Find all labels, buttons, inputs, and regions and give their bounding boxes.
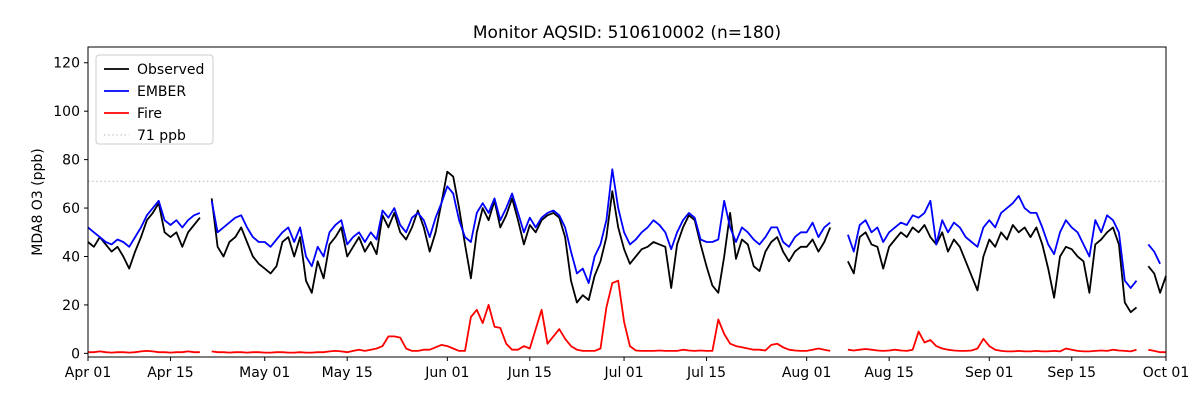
- series-observed: [1147, 265, 1167, 294]
- y-tick-label: 20: [62, 298, 80, 314]
- legend-label-1: Observed: [137, 62, 204, 78]
- series-ember: [847, 194, 1138, 289]
- series-fire: [211, 279, 831, 354]
- x-tick-label: Sep 15: [1047, 365, 1096, 381]
- series-observed: [210, 170, 832, 304]
- series-observed: [87, 202, 201, 270]
- legend-label-2: EMBER: [137, 84, 186, 100]
- series-fire: [847, 330, 1137, 353]
- axes: Apr 01 Apr 15 May 01 May 15 Jun 01 Jun 15 Jul …: [53, 46, 1189, 381]
- x-tick-label: May 15: [322, 365, 373, 381]
- x-tick-label: May 01: [239, 365, 290, 381]
- y-tick-label: 40: [62, 249, 80, 265]
- series-fire: [88, 349, 200, 354]
- x-tick-label: Aug 01: [782, 365, 832, 381]
- legend: Observed EMBER Fire 71 ppb: [95, 54, 214, 145]
- series-observed: [847, 224, 1138, 314]
- y-tick-label: 100: [53, 104, 80, 120]
- plot-border: [87, 46, 1167, 358]
- series-ember: [210, 168, 831, 285]
- y-tick-label: 60: [62, 201, 80, 217]
- x-tick-label: Jul 01: [603, 365, 643, 381]
- series-ember: [87, 199, 201, 248]
- legend-label-4: 71 ppb: [137, 128, 186, 144]
- x-tick-label: Jun 15: [507, 365, 552, 381]
- x-tick-label: Apr 15: [147, 365, 193, 381]
- x-tick-label: Sep 01: [965, 365, 1014, 381]
- legend-label-3: Fire: [137, 106, 162, 122]
- y-tick-label: 120: [53, 56, 80, 72]
- x-tick-label: Aug 15: [864, 365, 914, 381]
- plot-area: [87, 168, 1167, 354]
- x-tick-label: Jun 01: [424, 365, 469, 381]
- series-ember: [1147, 243, 1161, 265]
- y-tick-label: 80: [62, 153, 80, 169]
- x-tick-label: Oct 01: [1143, 365, 1189, 381]
- y-tick-label: 0: [71, 346, 80, 362]
- chart-title: Monitor AQSID: 510610002 (n=180): [473, 23, 781, 43]
- x-tick-label: Jul 15: [686, 365, 726, 381]
- x-tick-label: Apr 01: [65, 365, 111, 381]
- legend-box: [95, 54, 214, 145]
- y-axis-label: MDA8 O3 (ppb): [30, 148, 46, 256]
- series-fire: [1148, 348, 1166, 354]
